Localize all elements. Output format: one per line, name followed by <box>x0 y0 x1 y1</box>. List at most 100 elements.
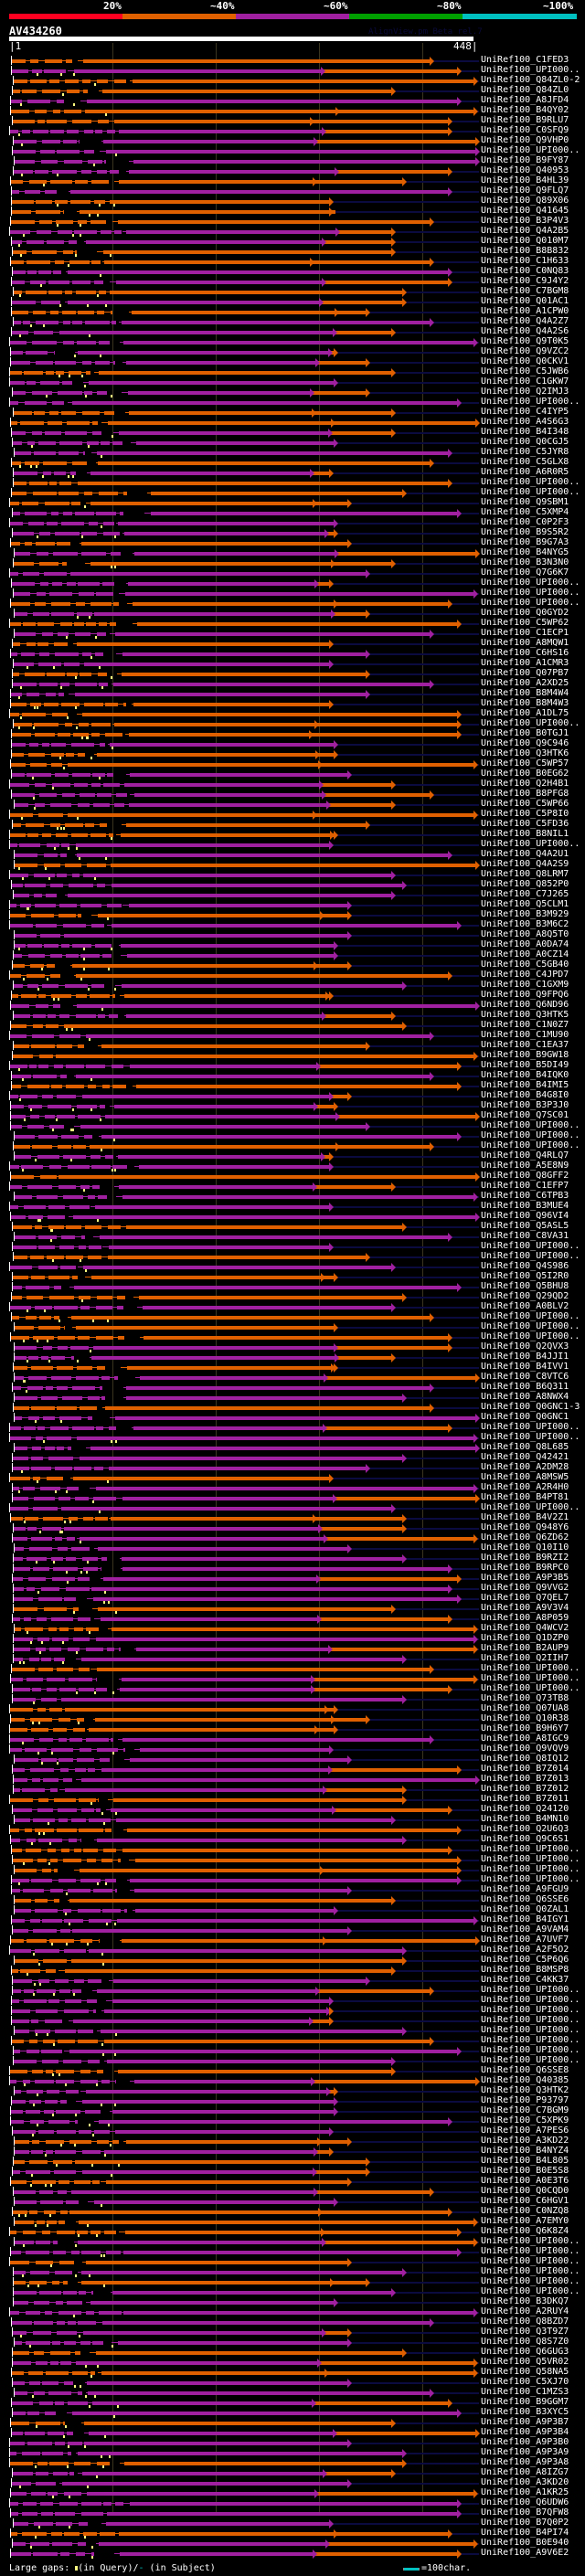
hit-label[interactable]: UniRef100_C5GB40 <box>481 959 569 970</box>
alignment-row[interactable]: UniRef100_UPI000.. <box>0 588 585 599</box>
alignment-row[interactable]: UniRef100_B8B832 <box>0 246 585 258</box>
hit-label[interactable]: UniRef100_B3P3J0 <box>481 1100 569 1110</box>
hit-label[interactable]: UniRef100_UPI000.. <box>481 1140 580 1150</box>
alignment-row[interactable]: UniRef100_C4IYP5 <box>0 407 585 419</box>
alignment-row[interactable]: UniRef100_C7BGM8 <box>0 286 585 298</box>
hit-label[interactable]: UniRef100_B4JJI1 <box>481 1352 569 1362</box>
alignment-row[interactable]: UniRef100_Q6ZD62 <box>0 1532 585 1544</box>
hit-label[interactable]: UniRef100_Q8GFF2 <box>481 1171 569 1181</box>
hit-label[interactable]: UniRef100_UPI000.. <box>481 1854 580 1864</box>
alignment-row[interactable]: UniRef100_C5GB40 <box>0 959 585 971</box>
alignment-row[interactable]: UniRef100_Q96VI4 <box>0 1211 585 1223</box>
alignment-row[interactable]: UniRef100_B3MUE4 <box>0 1201 585 1213</box>
alignment-row[interactable]: UniRef100_UPI000.. <box>0 2045 585 2057</box>
alignment-row[interactable]: UniRef100_B4IVV1 <box>0 1362 585 1373</box>
hit-label[interactable]: UniRef100_A4S6G3 <box>481 417 569 427</box>
hit-label[interactable]: UniRef100_Q4A2Z7 <box>481 316 569 326</box>
hit-label[interactable]: UniRef100_UPI000.. <box>481 487 580 497</box>
hit-label[interactable]: UniRef100_UPI000.. <box>481 2045 580 2055</box>
alignment-row[interactable]: UniRef100_B4PT81 <box>0 1492 585 1504</box>
alignment-row[interactable]: UniRef100_A9VAM4 <box>0 1924 585 1936</box>
alignment-row[interactable]: UniRef100_Q2IMJ3 <box>0 387 585 398</box>
hit-label[interactable]: UniRef100_A9V6E2 <box>481 2548 569 2558</box>
alignment-row[interactable]: UniRef100_B8MSP8 <box>0 1965 585 1977</box>
alignment-row[interactable]: UniRef100_UPI000.. <box>0 1874 585 1886</box>
hit-label[interactable]: UniRef100_Q6SSE6 <box>481 1894 569 1904</box>
hit-label[interactable]: UniRef100_Q9VQV9 <box>481 1744 569 1754</box>
hit-label[interactable]: UniRef100_Q10I10 <box>481 1542 569 1553</box>
alignment-row[interactable]: UniRef100_C4JPD7 <box>0 970 585 981</box>
alignment-row[interactable]: UniRef100_A9FGU9 <box>0 1884 585 1896</box>
alignment-row[interactable]: UniRef100_A8NWX4 <box>0 1392 585 1404</box>
hit-label[interactable]: UniRef100_UPI000.. <box>481 1120 580 1130</box>
hit-label[interactable]: UniRef100_Q5ASL5 <box>481 1221 569 1231</box>
hit-label[interactable]: UniRef100_UPI000.. <box>481 1502 580 1512</box>
alignment-row[interactable]: UniRef100_Q40953 <box>0 165 585 177</box>
hit-label[interactable]: UniRef100_UPI000.. <box>481 1422 580 1432</box>
hit-label[interactable]: UniRef100_Q84ZL0 <box>481 85 569 95</box>
hit-label[interactable]: UniRef100_Q4WCV2 <box>481 1623 569 1633</box>
alignment-row[interactable]: UniRef100_Q10R38 <box>0 1713 585 1725</box>
alignment-row[interactable]: UniRef100_Q2H4B1 <box>0 779 585 790</box>
alignment-row[interactable]: UniRef100_B2AUP9 <box>0 1643 585 1655</box>
hit-label[interactable]: UniRef100_B5DI49 <box>481 1060 569 1070</box>
alignment-row[interactable]: UniRef100_C1GKW7 <box>0 376 585 388</box>
hit-label[interactable]: UniRef100_UPI000.. <box>481 2025 580 2035</box>
alignment-row[interactable]: UniRef100_Q4A2Z7 <box>0 316 585 328</box>
alignment-row[interactable]: UniRef100_UPI000.. <box>0 1130 585 1142</box>
hit-label[interactable]: UniRef100_C6TPB3 <box>481 1191 569 1201</box>
hit-label[interactable]: UniRef100_C9J4Y2 <box>481 276 569 286</box>
alignment-row[interactable]: UniRef100_UPI000.. <box>0 1140 585 1152</box>
hit-label[interactable]: UniRef100_Q24120 <box>481 1804 569 1814</box>
hit-label[interactable]: UniRef100_B9RPC0 <box>481 1563 569 1573</box>
hit-label[interactable]: UniRef100_Q84ZL0-2 <box>481 75 580 85</box>
alignment-row[interactable]: UniRef100_UPI000.. <box>0 1502 585 1514</box>
hit-label[interactable]: UniRef100_Q8LRM7 <box>481 869 569 879</box>
hit-label[interactable]: UniRef100_Q2IMJ3 <box>481 387 569 397</box>
hit-label[interactable]: UniRef100_A8MQW1 <box>481 638 569 648</box>
alignment-row[interactable]: UniRef100_P93797 <box>0 2095 585 2107</box>
alignment-row[interactable]: UniRef100_B4V2Z1 <box>0 1512 585 1524</box>
alignment-row[interactable]: UniRef100_Q9SBM1 <box>0 497 585 509</box>
hit-label[interactable]: UniRef100_Q0ZAL1 <box>481 1904 569 1914</box>
alignment-row[interactable]: UniRef100_Q010M7 <box>0 236 585 248</box>
hit-label[interactable]: UniRef100_UPI000.. <box>481 1995 580 2005</box>
hit-label[interactable]: UniRef100_A5E8N9 <box>481 1161 569 1171</box>
hit-label[interactable]: UniRef100_C7J265 <box>481 889 569 899</box>
hit-label[interactable]: UniRef100_Q1DZP0 <box>481 1633 569 1643</box>
hit-label[interactable]: UniRef100_Q29QD2 <box>481 1291 569 1301</box>
hit-label[interactable]: UniRef100_A8Q5T0 <box>481 929 569 939</box>
alignment-row[interactable]: UniRef100_Q8IQ12 <box>0 1754 585 1765</box>
alignment-row[interactable]: UniRef100_UPI000.. <box>0 1663 585 1675</box>
alignment-row[interactable]: UniRef100_Q7QEL7 <box>0 1593 585 1605</box>
hit-label[interactable]: UniRef100_Q9C6S1 <box>481 1834 569 1844</box>
alignment-row[interactable]: UniRef100_A9V3V4 <box>0 1603 585 1615</box>
hit-label[interactable]: UniRef100_B9G7A3 <box>481 537 569 547</box>
hit-label[interactable]: UniRef100_Q4S986 <box>481 1261 569 1271</box>
alignment-row[interactable]: UniRef100_Q7G6K7 <box>0 567 585 579</box>
hit-label[interactable]: UniRef100_B8NIL1 <box>481 829 569 839</box>
alignment-row[interactable]: UniRef100_B7Z011 <box>0 1794 585 1806</box>
hit-label[interactable]: UniRef100_B7Z014 <box>481 1764 569 1774</box>
hit-label[interactable]: UniRef100_B4IMI5 <box>481 1080 569 1090</box>
alignment-row[interactable]: UniRef100_UPI000.. <box>0 1995 585 2007</box>
alignment-row[interactable]: UniRef100_C1FED3 <box>0 55 585 67</box>
alignment-row[interactable]: UniRef100_UPI000.. <box>0 477 585 489</box>
alignment-row[interactable]: UniRef100_Q948Y6 <box>0 1522 585 1534</box>
alignment-row[interactable]: UniRef100_C1GXM9 <box>0 980 585 991</box>
alignment-row[interactable]: UniRef100_B9RZI2 <box>0 1553 585 1564</box>
alignment-row[interactable]: UniRef100_Q6ND96 <box>0 1000 585 1012</box>
alignment-row[interactable]: UniRef100_UPI000.. <box>0 2055 585 2067</box>
hit-label[interactable]: UniRef100_A1CPW0 <box>481 306 569 316</box>
alignment-row[interactable]: UniRef100_Q84ZL0-2 <box>0 75 585 87</box>
hit-label[interactable]: UniRef100_P93797 <box>481 2095 569 2105</box>
hit-label[interactable]: UniRef100_B4V2Z1 <box>481 1512 569 1522</box>
alignment-row[interactable]: UniRef100_B3P4V3 <box>0 216 585 228</box>
alignment-row[interactable]: UniRef100_UPI000.. <box>0 718 585 730</box>
hit-label[interactable]: UniRef100_Q010M7 <box>481 236 569 246</box>
alignment-row[interactable]: UniRef100_C0P2F3 <box>0 517 585 529</box>
alignment-row[interactable]: UniRef100_Q9C6S1 <box>0 1834 585 1846</box>
alignment-row[interactable]: UniRef100_A8MQW1 <box>0 638 585 650</box>
alignment-row[interactable]: UniRef100_B4NYG5 <box>0 547 585 559</box>
hit-label[interactable]: UniRef100_B9H6Y7 <box>481 1723 569 1733</box>
